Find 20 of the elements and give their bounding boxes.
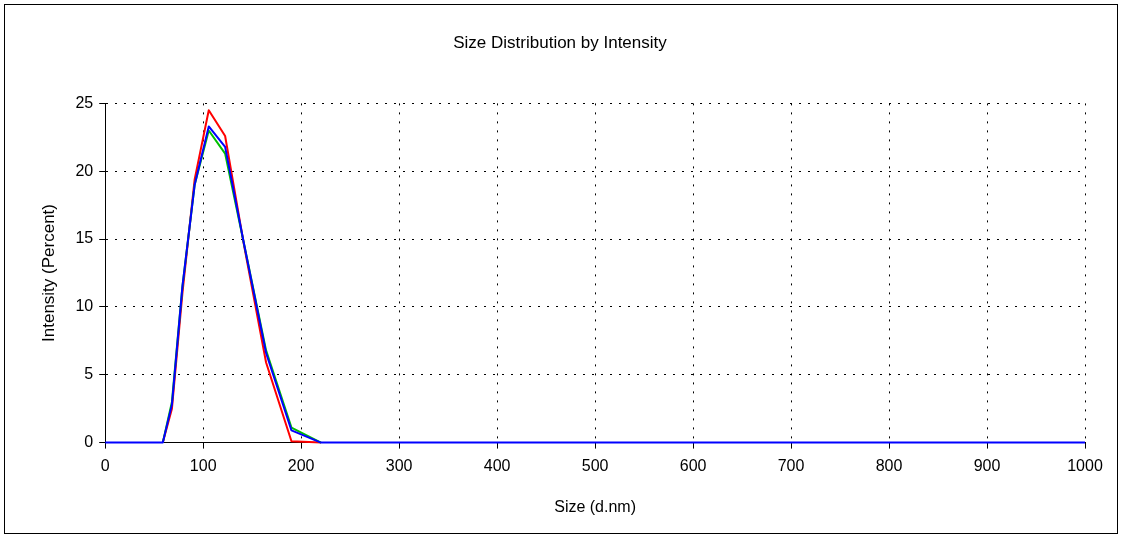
x-tick-label: 700 [777, 456, 805, 474]
x-tick-label: 200 [287, 456, 315, 474]
x-tick-label: 0 [100, 456, 110, 474]
y-axis-title: Intensity (Percent) [38, 204, 58, 342]
x-tick-label: 900 [973, 456, 1001, 474]
y-tick-label: 5 [84, 365, 94, 383]
x-axis-title: Size (d.nm) [554, 497, 636, 515]
x-tick-label: 600 [679, 456, 707, 474]
x-tick-label: 400 [483, 456, 511, 474]
chart-title: Size Distribution by Intensity [453, 32, 668, 52]
y-tick-label: 10 [75, 297, 94, 315]
x-tick-label: 100 [189, 456, 217, 474]
y-tick-label: 15 [75, 229, 94, 247]
x-tick-label: 300 [385, 456, 413, 474]
x-tick-label: 800 [875, 456, 903, 474]
y-tick-label: 20 [75, 161, 94, 179]
y-tick-label: 25 [75, 93, 94, 111]
x-tick-label: 1000 [1067, 456, 1103, 474]
x-tick-label: 500 [581, 456, 609, 474]
y-tick-label: 0 [84, 433, 94, 451]
